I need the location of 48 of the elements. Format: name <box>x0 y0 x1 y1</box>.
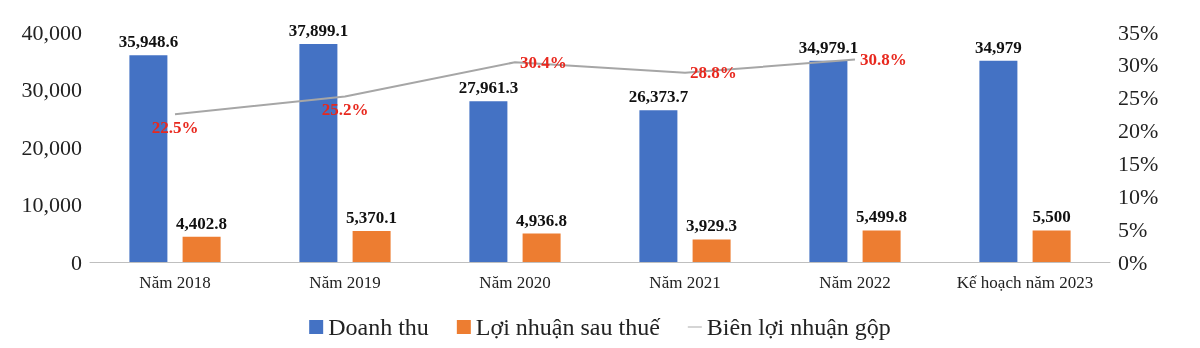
y2-tick-label: 15% <box>1118 150 1159 176</box>
bar <box>522 233 561 262</box>
y2-tick-label: 0% <box>1118 249 1148 275</box>
x-tick-label: Năm 2020 <box>479 273 551 292</box>
x-tick-label: Năm 2022 <box>819 273 891 292</box>
x-tick-label: Năm 2021 <box>649 273 721 292</box>
data-label: 37,899.1 <box>288 21 349 41</box>
data-label: 35,948.6 <box>118 32 179 52</box>
data-label: 34,979.1 <box>798 37 859 57</box>
y-tick-label: 30,000 <box>21 77 82 102</box>
y2-tick-label: 10% <box>1118 183 1159 209</box>
x-tick-label: Năm 2018 <box>139 273 211 292</box>
legend-label: Lợi nhuận sau thuế <box>475 314 662 340</box>
legend-label: Biên lợi nhuận gộp <box>706 314 891 340</box>
x-tick-label: Kế hoạch năm 2023 <box>956 273 1094 292</box>
bar <box>809 60 848 262</box>
bar <box>979 60 1018 262</box>
y-tick-label: 10,000 <box>21 192 82 217</box>
data-label: 5,370.1 <box>346 208 398 228</box>
data-label: 5,499.8 <box>856 207 908 227</box>
data-label: 28.8% <box>690 63 737 83</box>
y-tick-label: 40,000 <box>21 19 82 45</box>
data-label: 34,979 <box>975 37 1022 57</box>
y2-tick-label: 5% <box>1118 216 1148 242</box>
bar <box>692 239 731 262</box>
y2-tick-label: 30% <box>1118 52 1159 78</box>
data-label: 4,936.8 <box>516 210 568 230</box>
data-label: 30.8% <box>860 50 907 70</box>
bar <box>469 101 508 262</box>
data-label: 27,961.3 <box>458 78 519 98</box>
bar <box>182 236 221 262</box>
y2-tick-label: 35% <box>1118 19 1159 45</box>
line-series <box>174 58 856 116</box>
y2-tick-label: 25% <box>1118 85 1159 111</box>
data-label: 5,500 <box>1032 207 1071 227</box>
y-tick-label: 0 <box>71 249 82 275</box>
y2-tick-label: 20% <box>1118 118 1159 144</box>
data-label: 30.4% <box>520 52 567 72</box>
legend-label: Doanh thu <box>328 314 429 340</box>
x-tick-label: Năm 2019 <box>309 273 381 292</box>
bar <box>352 231 391 262</box>
bar <box>1032 230 1071 262</box>
data-label: 4,402.8 <box>176 213 228 233</box>
bar <box>862 230 901 262</box>
y-tick-label: 20,000 <box>21 134 82 160</box>
data-label: 26,373.7 <box>628 87 689 107</box>
bar <box>639 110 678 262</box>
data-label: 3,929.3 <box>686 216 738 236</box>
